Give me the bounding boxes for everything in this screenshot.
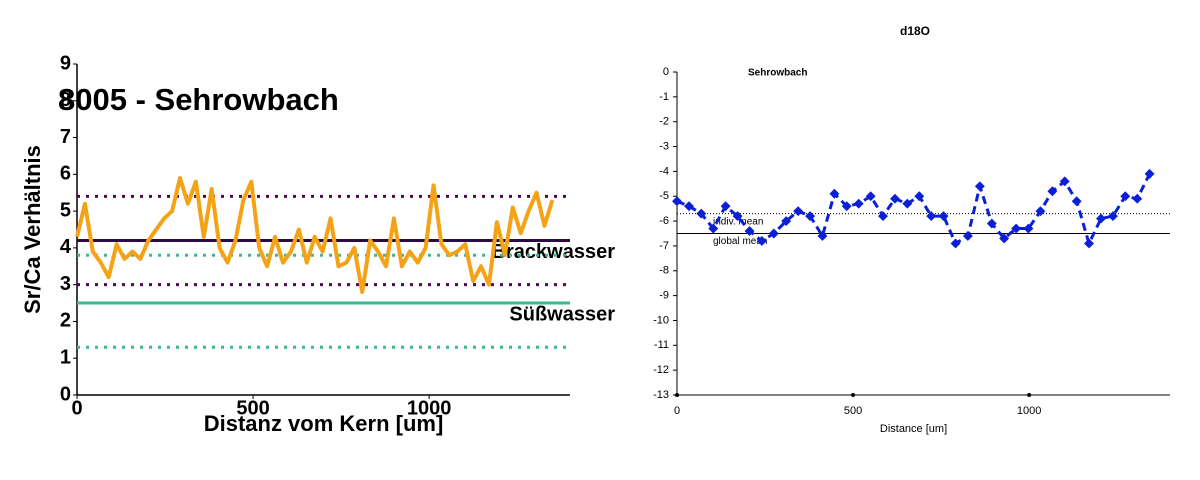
x-tick-label: 0 [674,405,680,417]
x-tick-label: 1000 [407,397,452,419]
data-point [805,211,816,222]
y-tick-label: -13 [653,389,669,401]
y-tick-label: 6 [60,163,71,185]
data-point [744,226,755,236]
y-tick-label: -11 [654,339,669,351]
chart-subtitle: Sehrowbach [748,68,807,79]
data-line [676,173,1151,245]
reference-label: global mean [713,236,767,247]
data-point [1059,176,1070,187]
data-point [1108,211,1118,222]
data-point [1023,223,1034,234]
y-tick-label: -3 [659,140,669,152]
data-point [768,228,779,239]
y-tick-label: 0 [60,383,71,405]
y-tick-label: -7 [659,240,669,252]
y-tick-label: -2 [659,116,669,128]
y-tick-label: -8 [659,265,669,277]
data-point [1035,206,1046,217]
data-point [841,201,852,212]
x-tick-label: 1000 [1017,405,1041,417]
data-point [1096,213,1106,224]
data-point [1047,186,1058,197]
y-tick-label: 9 [60,52,71,74]
chart-title: d18O [900,24,930,38]
x-tick [675,393,679,397]
x-tick [851,393,856,397]
y-tick-label: 0 [663,66,669,78]
data-line [75,176,555,295]
reference-label: indiv. mean [713,216,763,227]
chart-title: 8005 - Sehrowbach [58,82,339,117]
data-point [1120,191,1131,202]
y-tick-label: 1 [60,347,71,369]
data-point [817,231,828,241]
y-tick-label: 3 [60,273,71,295]
y-tick-label: -4 [659,165,669,177]
data-point [853,198,864,209]
data-point [865,191,876,202]
x-axis-label: Distance [um] [880,423,947,435]
data-point [1132,193,1143,204]
data-point [672,196,682,207]
data-point [1071,196,1082,207]
reference-label: Brackwasser [492,241,616,263]
x-tick-label: 0 [71,397,82,419]
data-point [950,238,961,249]
y-tick-label: 2 [60,310,71,332]
data-point [1144,168,1155,179]
data-point [696,208,707,219]
y-tick-label: -9 [659,290,669,302]
data-point [1011,223,1022,234]
data-point [974,181,985,192]
data-point [793,206,804,217]
x-tick-label: 500 [844,405,862,417]
x-axis-label: Distanz vom Kern [um] [204,411,444,436]
data-point [756,236,767,246]
reference-label: Süßwasser [509,303,615,325]
data-point [986,218,997,229]
data-point [1084,238,1094,249]
y-tick-label: 4 [60,236,72,258]
data-point [999,233,1010,244]
data-point [720,201,731,212]
data-point [829,188,840,199]
data-point [732,211,743,222]
y-tick-label: -5 [659,190,669,202]
x-tick-label: 500 [236,397,269,419]
y-tick-label: 5 [60,199,71,221]
y-tick-label: -1 [659,91,669,103]
data-point [708,223,719,234]
y-tick-label: -12 [653,364,669,376]
y-tick-label: -6 [659,215,669,227]
data-point [781,216,792,227]
data-point [938,211,949,222]
data-point [962,231,973,241]
data-point [878,211,888,222]
data-point [914,191,925,202]
y-tick-label: 8 [60,89,71,111]
y-tick-label: 7 [60,126,71,148]
data-point [684,201,694,212]
data-point [890,193,900,204]
data-point [902,198,913,209]
y-tick-label: -10 [653,314,669,326]
x-tick [1027,393,1032,397]
data-point [926,211,937,222]
y-axis-label: Sr/Ca Verhältnis [20,145,45,314]
